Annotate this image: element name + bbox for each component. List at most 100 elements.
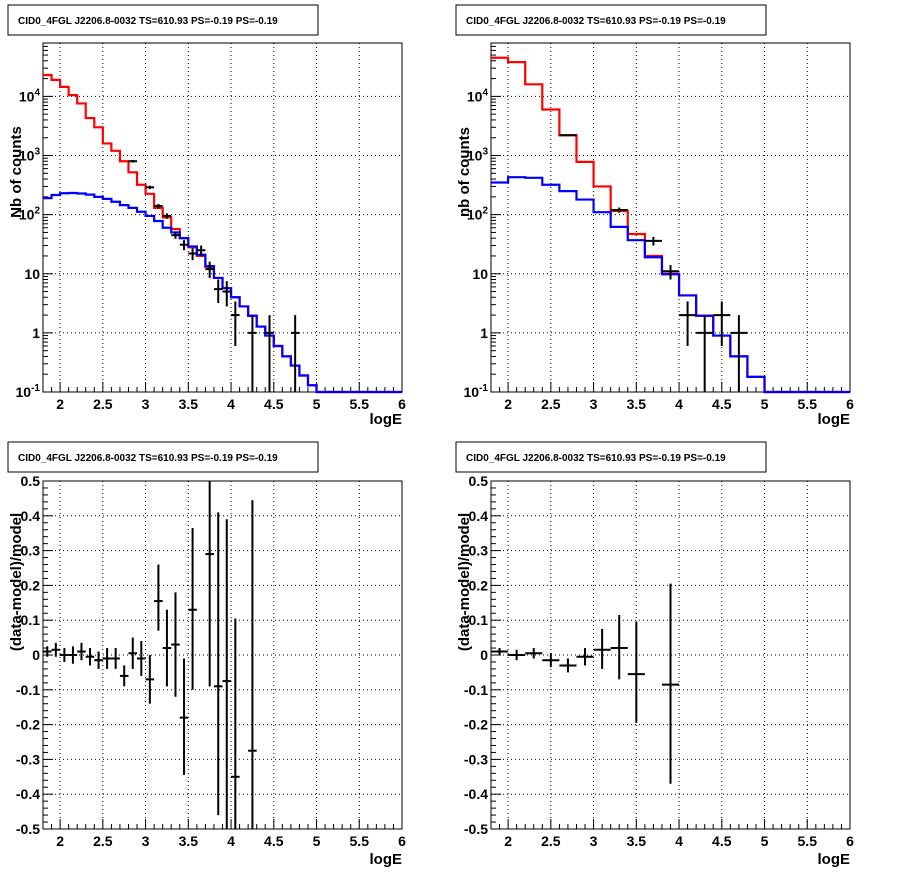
data-point (128, 159, 138, 163)
data-point (610, 207, 628, 213)
data-point (205, 261, 214, 278)
data-point (213, 279, 223, 304)
residual-panel-right: CID0_4FGL J2206.8-0032 TS=610.93 PS=-0.1… (455, 441, 854, 868)
x-tick-label: 3.5 (179, 833, 199, 849)
x-tick-label: 3.5 (627, 396, 647, 412)
x-tick-label: 4.5 (264, 396, 284, 412)
x-tick-label: 4.5 (712, 396, 732, 412)
grid-lines (43, 481, 402, 829)
x-tick-label: 3.5 (179, 396, 199, 412)
x-tick-label: 2 (504, 396, 512, 412)
data-point (576, 648, 594, 666)
x-tick-label: 5 (761, 396, 769, 412)
x-tick-label: 4 (675, 833, 683, 849)
x-tick-label: 3 (590, 833, 598, 849)
x-axis-ticks: 2 2.5 3 3.5 4 4.5 5 5.5 6 (490, 382, 854, 412)
data-point (94, 651, 103, 669)
y-tick-label: 0 (480, 647, 488, 663)
data-point (231, 618, 240, 829)
y-tick-label: -0.3 (464, 751, 488, 767)
y-axis-ticks: 10-1 1 10 102 103 104 (464, 42, 501, 400)
x-tick-label: 3.5 (627, 833, 647, 849)
data-point (525, 648, 543, 659)
data-point (162, 213, 172, 219)
y-tick-label: 10-1 (16, 383, 41, 400)
residual-panel-left: CID0_4FGL J2206.8-0032 TS=610.93 PS=-0.1… (7, 441, 406, 868)
y-tick-label: -0.2 (464, 717, 488, 733)
y-tick-label: -0.4 (16, 786, 40, 802)
y-tick-label: -0.5 (16, 821, 40, 837)
data-point (231, 301, 240, 346)
y-tick-label: 102 (19, 206, 41, 223)
x-tick-label: 2.5 (541, 833, 561, 849)
y-tick-label: 0.4 (469, 508, 489, 524)
y-axis-label: nb of counts (456, 127, 473, 217)
data-point (644, 236, 662, 246)
data-points (491, 583, 680, 784)
x-tick-label: 2 (56, 396, 64, 412)
y-tick-label: 0.2 (469, 577, 489, 593)
x-tick-label: 2.5 (93, 833, 113, 849)
data-point (102, 648, 112, 669)
y-tick-label: -0.4 (464, 786, 488, 802)
data-point (222, 519, 232, 829)
data-point (60, 648, 69, 662)
x-axis-label: logE (370, 851, 403, 868)
chart-title: CID0_4FGL J2206.8-0032 TS=610.93 PS=-0.1… (18, 16, 278, 27)
y-axis-label: (data-model)/model (456, 513, 473, 651)
x-tick-label: 6 (398, 396, 406, 412)
data-points (43, 481, 257, 829)
x-tick-label: 5.5 (798, 833, 818, 849)
data-point (559, 134, 577, 137)
data-point (265, 315, 274, 392)
data-point (77, 642, 86, 661)
data-point (248, 500, 257, 829)
x-tick-label: 2 (56, 833, 64, 849)
data-point (137, 641, 146, 676)
data-point (196, 245, 206, 256)
x-tick-label: 5 (761, 833, 769, 849)
data-point (222, 281, 232, 307)
y-tick-label: 10 (472, 266, 488, 282)
y-axis-ticks: 10-1 1 10 102 103 104 (16, 42, 53, 400)
x-axis-ticks: 2 2.5 3 3.5 4 4.5 5 5.5 6 (490, 819, 854, 849)
data-point (154, 203, 163, 209)
y-tick-label: 102 (467, 206, 489, 223)
data-point (593, 628, 611, 669)
data-point (171, 231, 180, 239)
y-tick-label: 0.5 (21, 473, 41, 489)
y-tick-label: -0.3 (16, 751, 40, 767)
x-axis-label: logE (818, 411, 851, 428)
y-tick-label: 0.2 (21, 577, 41, 593)
x-axis-ticks: 2 2.5 3 3.5 4 4.5 5 5.5 6 (42, 819, 406, 849)
x-tick-label: 5.5 (798, 396, 818, 412)
model-histogram-line (491, 56, 850, 394)
chart-title: CID0_4FGL J2206.8-0032 TS=610.93 PS=-0.1… (18, 453, 278, 464)
y-tick-label: 10-1 (464, 383, 489, 400)
x-tick-label: 6 (846, 833, 854, 849)
y-tick-label: 104 (19, 87, 41, 104)
data-point (128, 637, 138, 669)
plot-frame (42, 480, 403, 830)
title-box (455, 441, 767, 473)
x-tick-label: 5 (313, 833, 321, 849)
y-tick-label: 103 (467, 147, 489, 164)
x-axis-ticks: 2 2.5 3 3.5 4 4.5 5 5.5 6 (42, 382, 406, 412)
data-point (696, 315, 714, 392)
grid-lines (491, 43, 850, 392)
data-point (51, 642, 61, 657)
y-tick-label: 0.3 (21, 543, 41, 559)
y-tick-label: 0.4 (21, 508, 41, 524)
data-point (145, 655, 155, 704)
y-tick-label: -0.1 (16, 682, 40, 698)
data-point (179, 658, 189, 776)
y-axis-label: Nb of counts (8, 126, 25, 218)
title-box (7, 4, 319, 36)
y-tick-label: -0.1 (464, 682, 488, 698)
plot-frame (490, 42, 851, 393)
x-tick-label: 2.5 (541, 396, 561, 412)
x-tick-label: 4 (227, 833, 235, 849)
counts-panel-left: CID0_4FGL J2206.8-0032 TS=610.93 PS=-0.1… (7, 4, 406, 428)
data-point (508, 649, 526, 661)
